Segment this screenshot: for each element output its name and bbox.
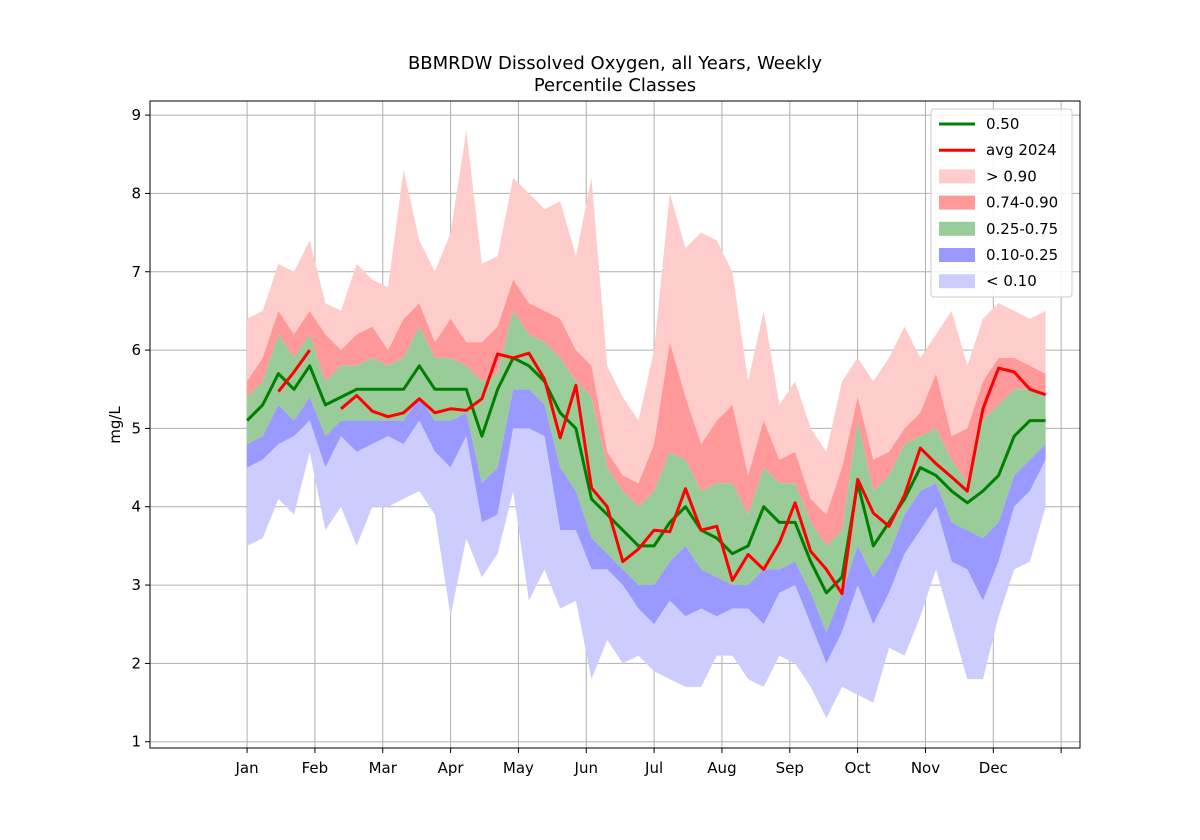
legend: 0.50 avg 2024 > 0.90 0.74-0.90 0.25-0.75 0.10… [930,108,1073,298]
legend-patch-swatch [939,221,975,236]
y-axis-label: mg/L [106,406,124,444]
y-tick-label: 9 [131,106,141,124]
y-tick-label: 6 [131,341,141,359]
x-tick-label: Sep [776,759,804,777]
legend-label: 0.25-0.75 [986,220,1058,238]
y-tick-label: 7 [131,263,141,281]
legend-label: 0.74-0.90 [986,194,1058,212]
x-tick-label: Mar [369,759,398,777]
band-74-90 [247,279,1046,546]
chart-title-line-1: BBMRDW Dissolved Oxygen, all Years, Week… [408,53,822,74]
y-tick-label: 1 [131,733,141,751]
y-tick-label: 2 [131,654,141,672]
x-tick-label: Jan [235,759,259,777]
x-tick-label: Nov [911,759,940,777]
x-tick-label: Apr [438,759,465,777]
legend-patch-swatch [939,195,975,210]
y-tick-label: 8 [131,184,141,202]
legend-label: > 0.90 [986,167,1037,185]
y-tick-label: 4 [131,498,141,516]
x-tick-label: Feb [302,759,329,777]
plot-area: Jan Feb Mar Apr May Jun Jul Aug Sep Oct Nov Dec 1 2 3 4… [131,100,1081,777]
chart-title-line-2: Percentile Classes [534,75,696,96]
legend-label: 0.10-0.25 [986,246,1058,264]
y-tick-label: 3 [131,576,141,594]
legend-patch-swatch [939,248,975,262]
legend-patch-swatch [939,274,975,289]
x-tick-label: Jul [644,759,663,777]
y-tick-label: 5 [131,419,141,437]
x-tick-label: Oct [845,759,871,777]
series-line-median [246,356,1046,595]
legend-patch-swatch [939,169,975,184]
legend-label: avg 2024 [986,141,1057,159]
plot-frame [149,100,1081,749]
x-tick-label: Aug [707,759,736,777]
band-below-10 [247,420,1046,719]
band-above-90 [247,130,1046,515]
x-tick-label: Jun [574,759,598,777]
band-10-25 [247,389,1046,664]
legend-label: < 0.10 [986,272,1037,290]
x-tick-label: Dec [979,759,1008,777]
series-line-avg-2024 [277,349,1047,596]
legend-label: 0.50 [986,115,1019,133]
x-tick-label: May [503,759,534,777]
